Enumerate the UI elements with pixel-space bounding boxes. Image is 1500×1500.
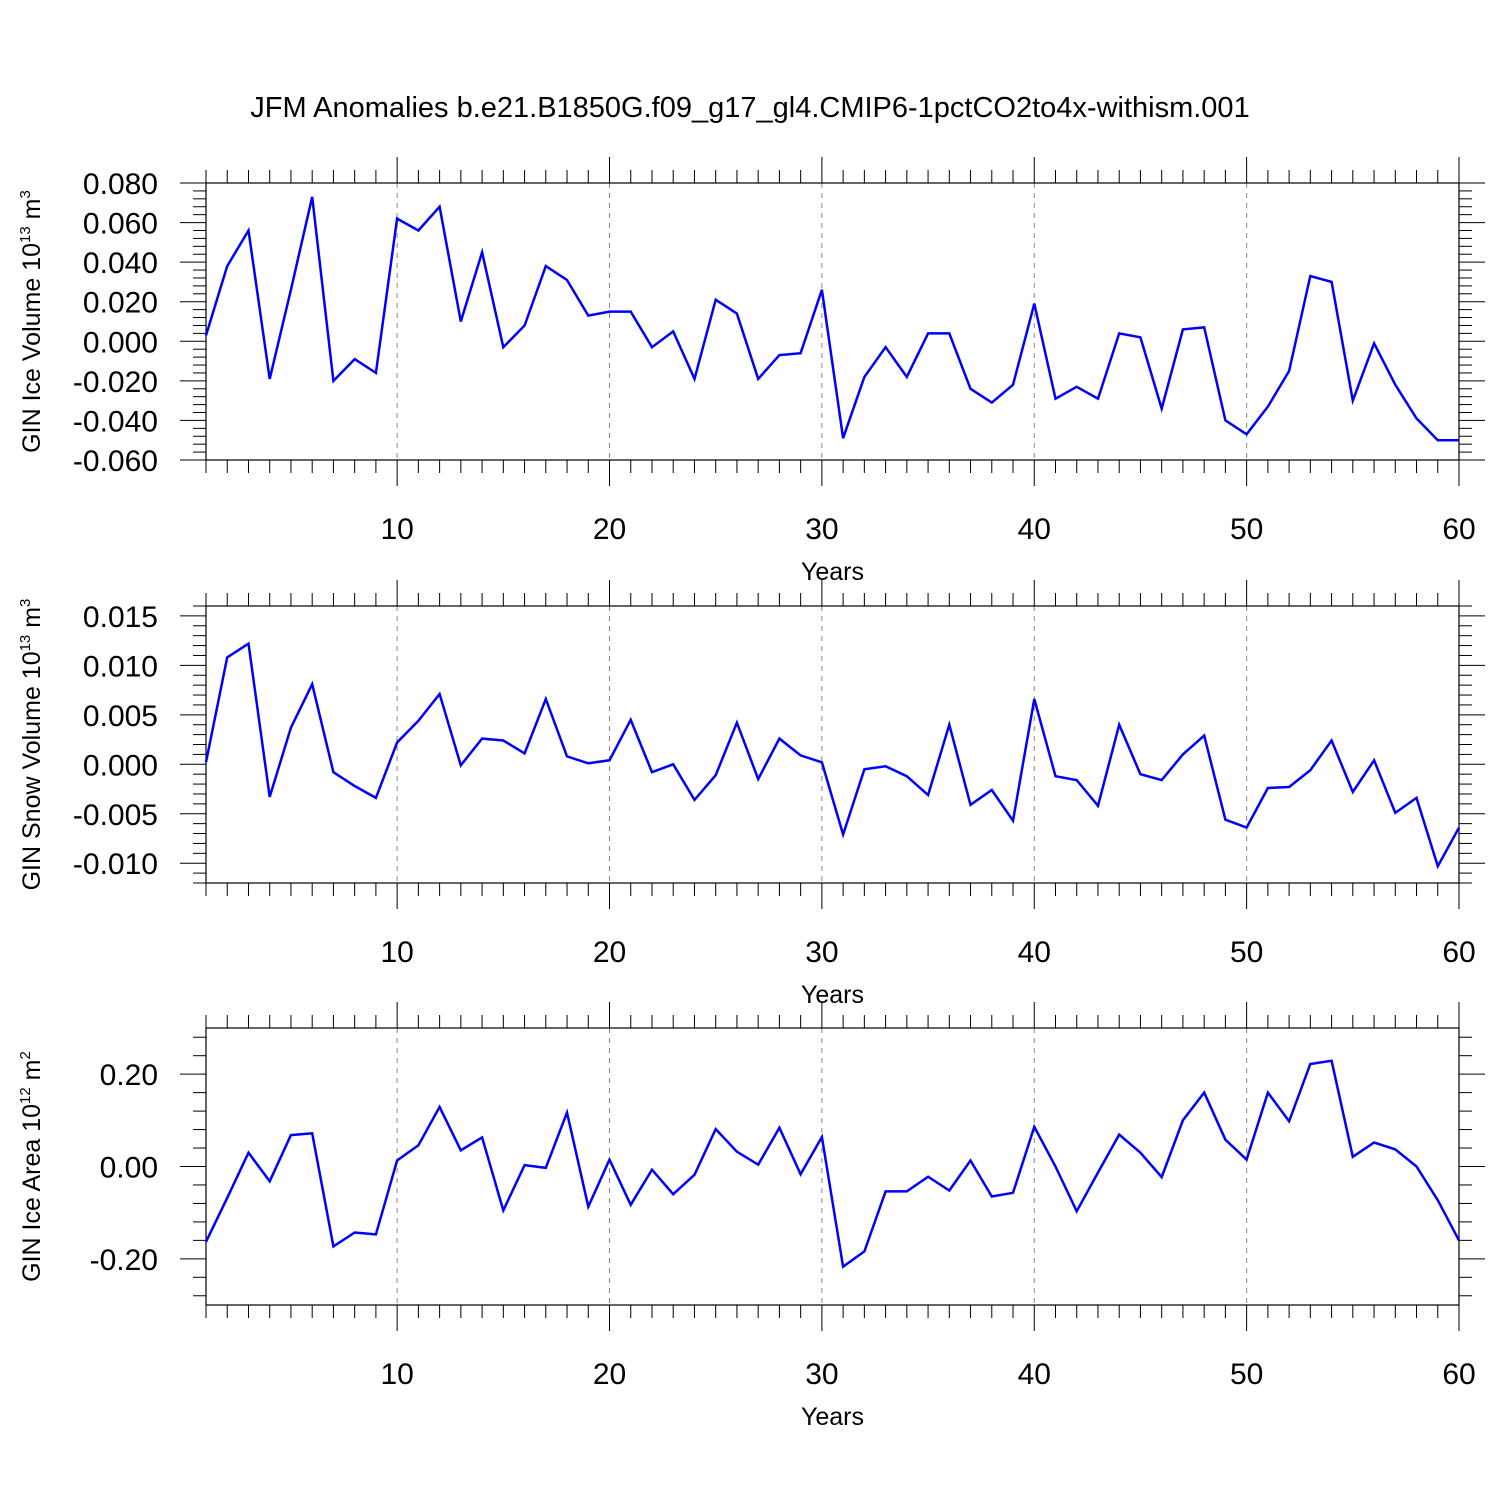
x-tick-label: 60 xyxy=(1442,936,1475,969)
y-tick-label: 0.20 xyxy=(100,1059,158,1092)
x-tick-label: 30 xyxy=(805,1358,838,1391)
y-tick-label: 0.015 xyxy=(83,601,158,634)
panel-ice-volume: 10 20 30 40 50 60 Years -0.060 -0.040 -0.020 0.000… xyxy=(17,157,1485,586)
y-tick-label: 0.000 xyxy=(83,326,158,359)
x-tick-label: 30 xyxy=(805,936,838,969)
x-tick-label: 40 xyxy=(1018,513,1051,546)
x-tick-label: 60 xyxy=(1442,513,1475,546)
x-tick-label: 30 xyxy=(805,513,838,546)
x-axis-label: Years xyxy=(801,1403,864,1431)
series-line xyxy=(204,196,1459,442)
y-axis-label: GIN Snow Volume 1013 m3 xyxy=(17,599,46,891)
y-tick-label: -0.040 xyxy=(73,405,158,438)
plot-frame xyxy=(205,1027,1460,1306)
y-tick-label: 0.00 xyxy=(100,1152,158,1185)
x-tick-label: 40 xyxy=(1018,936,1051,969)
y-axis-label: GIN Ice Volume 1013 m3 xyxy=(17,190,46,453)
panel-snow-volume: 10 20 30 40 50 60 Years -0.010 -0.005 0.000 0.005 0… xyxy=(17,580,1485,1009)
y-tick-label: 0.060 xyxy=(83,208,158,241)
y-tick-label: -0.010 xyxy=(73,848,158,881)
y-tick-label: 0.040 xyxy=(83,247,158,280)
x-axis-label: Years xyxy=(801,981,864,1009)
chart-title: JFM Anomalies b.e21.B1850G.f09_g17_gl4.C… xyxy=(250,92,1250,124)
y-tick-label: 0.005 xyxy=(83,700,158,733)
x-axis-label: Years xyxy=(801,558,864,586)
x-tick-label: 20 xyxy=(593,1358,626,1391)
x-tick-label: 60 xyxy=(1442,1358,1475,1391)
y-tick-label: -0.060 xyxy=(73,445,158,478)
y-tick-label: 0.010 xyxy=(83,650,158,683)
y-tick-label: -0.005 xyxy=(73,799,158,832)
x-tick-label: 10 xyxy=(380,936,413,969)
x-tick-label: 10 xyxy=(380,513,413,546)
x-tick-label: 50 xyxy=(1230,513,1263,546)
y-tick-label: 0.020 xyxy=(83,287,158,320)
y-tick-label: 0.000 xyxy=(83,749,158,782)
y-tick-label: 0.080 xyxy=(83,168,158,201)
y-tick-label: -0.020 xyxy=(73,366,158,399)
x-tick-label: 20 xyxy=(593,513,626,546)
series-line xyxy=(204,641,1461,870)
series-line xyxy=(204,1059,1461,1269)
y-tick-label: -0.20 xyxy=(90,1244,158,1277)
x-tick-label: 50 xyxy=(1230,1358,1263,1391)
x-tick-label: 20 xyxy=(593,936,626,969)
plot-frame xyxy=(205,182,1460,461)
panel-ice-area: 10 20 30 40 50 60 Years -0.20 0.00 0.20 GIN Ice Ar… xyxy=(17,1002,1485,1431)
x-tick-label: 40 xyxy=(1018,1358,1051,1391)
y-axis-label: GIN Ice Area 1012 m2 xyxy=(17,1051,46,1282)
x-tick-label: 50 xyxy=(1230,936,1263,969)
x-tick-label: 10 xyxy=(380,1358,413,1391)
plot-frame xyxy=(205,605,1460,884)
